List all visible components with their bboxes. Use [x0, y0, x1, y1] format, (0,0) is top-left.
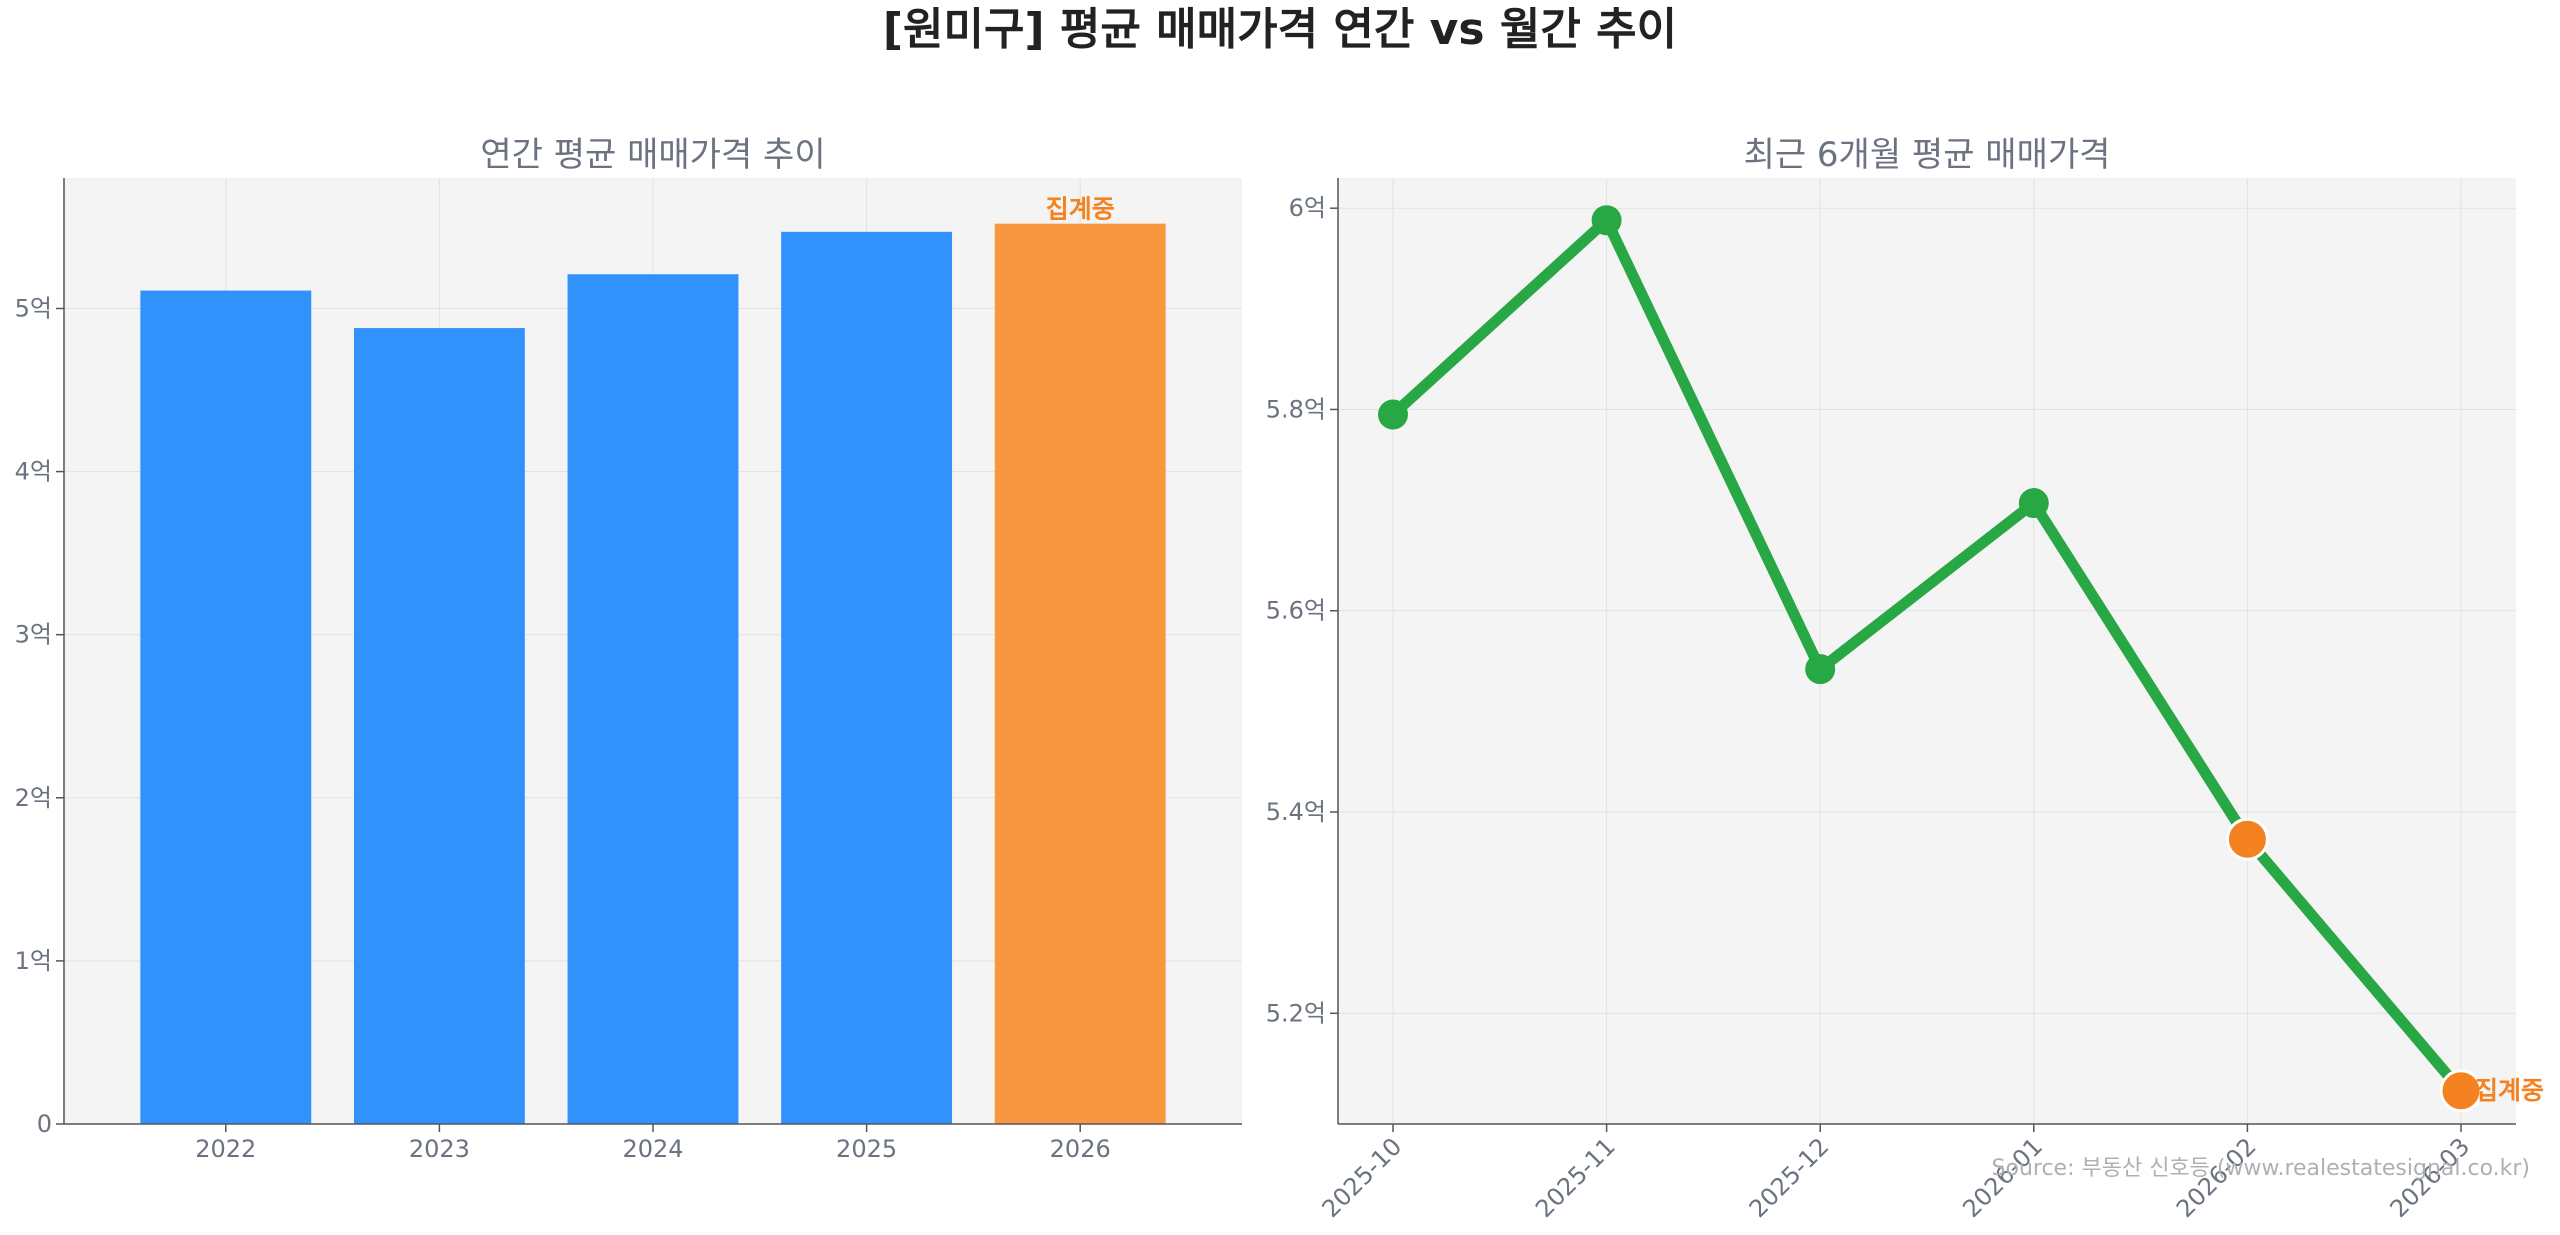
- right-y-tick-label: 6억: [1289, 194, 1326, 222]
- monthly-line-chart: 5.2억 5.4억 5.6억 5.8억 6억 2025-10 2025-11 2025-12…: [1266, 135, 2544, 1223]
- left-y-tick-label: 0: [37, 1110, 52, 1138]
- bar-2022: [140, 290, 312, 1124]
- point-2026-03: [2439, 1069, 2483, 1113]
- series-points: [1378, 205, 2483, 1113]
- left-y-tick-label: 1억: [15, 947, 52, 975]
- right-gridlines: [1338, 178, 2516, 1124]
- left-x-tick-label: 2026: [1050, 1135, 1111, 1163]
- left-x-tick-label: 2023: [409, 1135, 470, 1163]
- bar-2024: [567, 274, 739, 1124]
- right-y-ticks: 5.2억 5.4억 5.6억 5.8억 6억: [1266, 194, 1338, 1027]
- point-2026-02: [2225, 817, 2269, 861]
- left-bars: [140, 223, 1166, 1125]
- left-x-tick-label: 2024: [622, 1135, 683, 1163]
- left-y-tick-label: 4억: [15, 458, 52, 486]
- left-x-tick-label: 2025: [836, 1135, 897, 1163]
- annual-bar-chart: 0 1억 2억 3억 4억 5억 2022 2023 2024 2025 2026 집계중 연간 …: [15, 135, 1242, 1163]
- left-subplot-title: 연간 평균 매매가격 추이: [480, 135, 825, 175]
- bar-2026: [994, 223, 1166, 1125]
- right-x-tick-label: 2025-12: [1744, 1132, 1835, 1223]
- right-y-tick-label: 5.6억: [1266, 597, 1326, 625]
- bar-2023: [353, 328, 525, 1124]
- right-annotation: 집계중: [2475, 1076, 2544, 1105]
- left-x-ticks: 2022 2023 2024 2025 2026: [195, 1124, 1111, 1163]
- left-annotation: 집계중: [1046, 195, 1115, 224]
- bar-2025: [781, 231, 953, 1124]
- source-note: Source: 부동산 신호등 (www.realestatesignal.co…: [1992, 1156, 2530, 1181]
- point-2026-01: [2018, 488, 2049, 519]
- right-y-tick-label: 5.8억: [1266, 395, 1326, 423]
- chart-main-title: [원미구] 평균 매매가격 연간 vs 월간 추이: [882, 4, 1678, 55]
- right-subplot-title: 최근 6개월 평균 매매가격: [1744, 135, 2111, 175]
- right-y-tick-label: 5.2억: [1266, 999, 1326, 1027]
- left-y-tick-label: 3억: [15, 621, 52, 649]
- point-2025-12: [1805, 654, 1836, 685]
- left-y-tick-label: 5억: [15, 294, 52, 322]
- left-y-tick-label: 2억: [15, 784, 52, 812]
- right-y-tick-label: 5.4억: [1266, 798, 1326, 826]
- right-x-tick-label: 2025-11: [1530, 1132, 1621, 1223]
- point-2025-11: [1591, 205, 1622, 236]
- right-x-tick-label: 2025-10: [1317, 1132, 1408, 1223]
- right-plot-background: [1338, 178, 2516, 1124]
- left-x-tick-label: 2022: [195, 1135, 256, 1163]
- point-2025-10: [1378, 399, 1408, 430]
- series-line: [1387, 214, 2467, 1097]
- left-y-ticks: 0 1억 2억 3억 4억 5억: [15, 294, 64, 1138]
